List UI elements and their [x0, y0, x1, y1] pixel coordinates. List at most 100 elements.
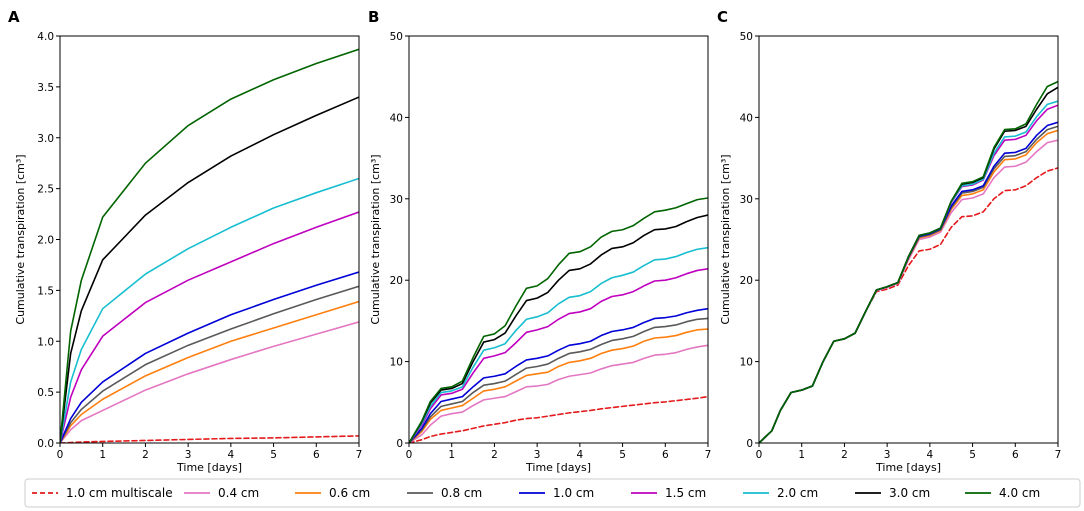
- series-lines: [759, 80, 1058, 443]
- series-line-3-0-cm: [60, 96, 359, 443]
- series-line-0-4-cm: [759, 139, 1058, 443]
- x-tick-label: 1: [448, 449, 455, 461]
- series-line-4-0-cm: [759, 80, 1058, 443]
- legend-label: 3.0 cm: [889, 486, 930, 500]
- x-tick-label: 4: [228, 449, 235, 461]
- legend-label: 1.5 cm: [665, 486, 706, 500]
- x-tick-label: 2: [841, 449, 848, 461]
- panel-a: A 0 1 2 3 4 5 6 7 0.0 0.5 1.0 1.5 2.0 2.5 3.0 3.5 4.0 Time…: [8, 8, 362, 474]
- legend-label: 0.6 cm: [329, 486, 370, 500]
- legend-entry: 1.0 cm multiscale: [32, 486, 173, 500]
- legend-entry: 0.8 cm: [407, 486, 482, 500]
- series-line-1-0-cm: [409, 307, 708, 443]
- axes-frame: [59, 35, 360, 444]
- x-tick-label: 4: [577, 449, 584, 461]
- series-line-4-0-cm: [409, 197, 708, 443]
- series-line-4-0-cm: [60, 48, 359, 443]
- x-tick-label: 5: [619, 449, 626, 461]
- legend-label: 1.0 cm: [553, 486, 594, 500]
- x-tick-label: 0: [756, 449, 763, 461]
- series-line-0-8-cm: [60, 285, 359, 443]
- y-tick-label: 1.0: [37, 336, 54, 348]
- x-tick-label: 7: [705, 449, 712, 461]
- x-tick-label: 6: [1012, 449, 1019, 461]
- x-axis-label: Time [days]: [875, 461, 941, 474]
- legend-entry: 3.0 cm: [855, 486, 930, 500]
- x-axis-label: Time [days]: [176, 461, 242, 474]
- series-line-0-8-cm: [759, 125, 1058, 443]
- series-line-0-4-cm: [409, 344, 708, 443]
- series-line-0-6-cm: [409, 328, 708, 443]
- series-line-2-0-cm: [60, 177, 359, 443]
- legend-entry: 1.0 cm: [519, 486, 594, 500]
- legend-entry: 2.0 cm: [743, 486, 818, 500]
- x-axis-label: Time [days]: [525, 461, 591, 474]
- legend-frame: [24, 478, 1081, 508]
- y-tick-label: 10: [740, 357, 753, 369]
- x-tick-label: 3: [185, 449, 192, 461]
- x-tick-label: 0: [57, 449, 64, 461]
- y-tick-label: 2.5: [37, 184, 54, 196]
- x-tick-label: 5: [270, 449, 277, 461]
- y-axis-label: Cumulative transpiration [cm³]: [14, 154, 27, 324]
- series-lines: [409, 197, 708, 443]
- panel-b: B 0 1 2 3 4 5 6 7 0 10 20 30 40 50 Time [days] Cumulativ…: [368, 8, 711, 474]
- series-line-0-6-cm: [759, 129, 1058, 443]
- series-line-1-0-cm-multiscale: [759, 167, 1058, 443]
- axes-frame: [408, 35, 709, 444]
- series-lines: [60, 48, 359, 443]
- series-line-1-5-cm: [60, 211, 359, 443]
- y-tick-label: 3.5: [37, 82, 54, 94]
- series-line-1-0-cm-multiscale: [60, 435, 359, 443]
- series-line-0-8-cm: [409, 317, 708, 443]
- panel-letter: B: [368, 8, 379, 26]
- y-tick-label: 50: [390, 31, 403, 43]
- series-line-1-0-cm-multiscale: [409, 395, 708, 443]
- y-axis-label: Cumulative transpiration [cm³]: [369, 154, 382, 324]
- y-tick-label: 0.5: [37, 387, 54, 399]
- series-line-0-6-cm: [60, 300, 359, 443]
- x-tick-label: 7: [356, 449, 363, 461]
- y-tick-label: 0: [746, 438, 753, 450]
- y-tick-label: 4.0: [37, 31, 54, 43]
- x-tick-label: 1: [99, 449, 106, 461]
- x-tick-label: 6: [313, 449, 320, 461]
- y-tick-label: 2.0: [37, 235, 54, 247]
- legend-entry: 4.0 cm: [965, 486, 1040, 500]
- x-tick-label: 1: [798, 449, 805, 461]
- legend-label: 1.0 cm multiscale: [66, 486, 173, 500]
- y-tick-label: 30: [740, 194, 753, 206]
- y-tick-label: 50: [740, 31, 753, 43]
- series-line-0-4-cm: [60, 321, 359, 443]
- y-axis-label: Cumulative transpiration [cm³]: [719, 154, 732, 324]
- y-tick-label: 10: [390, 357, 403, 369]
- legend-entry: 0.4 cm: [184, 486, 259, 500]
- x-tick-label: 0: [406, 449, 413, 461]
- y-tick-label: 0: [396, 438, 403, 450]
- legend-entry: 1.5 cm: [631, 486, 706, 500]
- series-line-1-5-cm: [409, 268, 708, 443]
- panel-c: C 0 1 2 3 4 5 6 7 0 10 20 30 40 50 Time [days] Cumulativ…: [717, 8, 1061, 474]
- legend-label: 4.0 cm: [999, 486, 1040, 500]
- x-tick-label: 3: [534, 449, 541, 461]
- y-tick-label: 20: [740, 275, 753, 287]
- panel-letter: A: [8, 8, 20, 26]
- panel-letter: C: [717, 8, 728, 26]
- y-tick-label: 30: [390, 194, 403, 206]
- legend-label: 0.4 cm: [218, 486, 259, 500]
- series-line-1-0-cm: [60, 271, 359, 443]
- x-tick-label: 6: [662, 449, 669, 461]
- legend-label: 2.0 cm: [777, 486, 818, 500]
- series-line-1-0-cm: [759, 121, 1058, 443]
- legend-entry: 0.6 cm: [295, 486, 370, 500]
- series-line-3-0-cm: [409, 214, 708, 443]
- series-line-2-0-cm: [409, 246, 708, 443]
- panels: A 0 1 2 3 4 5 6 7 0.0 0.5 1.0 1.5 2.0 2.5 3.0 3.5 4.0 Time…: [8, 8, 1061, 474]
- axes-frame: [758, 35, 1059, 444]
- y-tick-label: 3.0: [37, 133, 54, 145]
- x-tick-label: 3: [884, 449, 891, 461]
- x-tick-label: 7: [1055, 449, 1062, 461]
- y-tick-label: 40: [390, 112, 403, 124]
- y-tick-label: 1.5: [37, 285, 54, 297]
